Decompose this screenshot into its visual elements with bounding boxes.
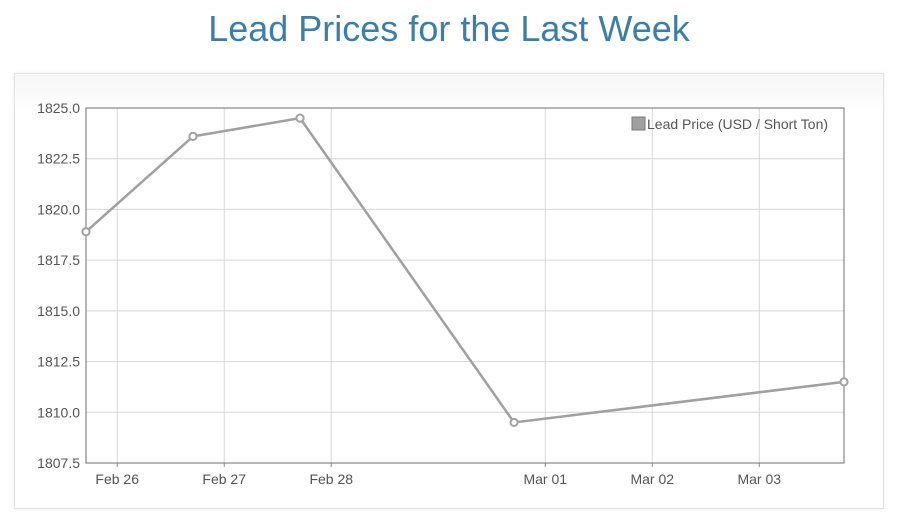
- series-line: [85, 116, 845, 424]
- y-tick-label: 1812.5: [37, 354, 80, 370]
- legend-swatch: [631, 116, 646, 131]
- y-tick-label: 1820.0: [37, 201, 80, 217]
- data-point[interactable]: [295, 113, 305, 123]
- y-tick-label: 1822.5: [37, 151, 80, 167]
- y-tick-label: 1815.0: [37, 303, 80, 319]
- x-tick-label: Feb 27: [202, 471, 246, 487]
- page-title: Lead Prices for the Last Week: [208, 8, 690, 49]
- series-layer: [81, 113, 849, 428]
- data-point[interactable]: [839, 377, 849, 387]
- line-chart: 1825.0 1822.5 1820.0 1817.5 1815.0 1812.5 1810…: [37, 100, 849, 487]
- legend-label: Lead Price (USD / Short Ton): [647, 116, 828, 132]
- x-tick-label: Mar 01: [523, 471, 567, 487]
- y-tick-label: 1810.0: [37, 404, 80, 420]
- x-tick-label: Mar 03: [737, 471, 781, 487]
- legend: Lead Price (USD / Short Ton): [631, 116, 828, 132]
- y-tick-label: 1807.5: [37, 455, 80, 471]
- plot-border: [85, 107, 845, 464]
- x-tick-label: Mar 02: [630, 471, 674, 487]
- data-point[interactable]: [509, 417, 519, 428]
- axes: 1825.0 1822.5 1820.0 1817.5 1815.0 1812.5 1810…: [37, 100, 845, 487]
- y-tick-label: 1817.5: [37, 252, 80, 268]
- data-point[interactable]: [188, 131, 198, 142]
- x-tick-label: Feb 26: [95, 471, 139, 487]
- data-point[interactable]: [81, 227, 91, 237]
- y-tick-label: 1825.0: [37, 100, 80, 116]
- x-tick-label: Feb 28: [309, 471, 353, 487]
- chart-card: 1825.0 1822.5 1820.0 1817.5 1815.0 1812.5 1810…: [14, 73, 884, 509]
- grid-lines: [86, 107, 844, 464]
